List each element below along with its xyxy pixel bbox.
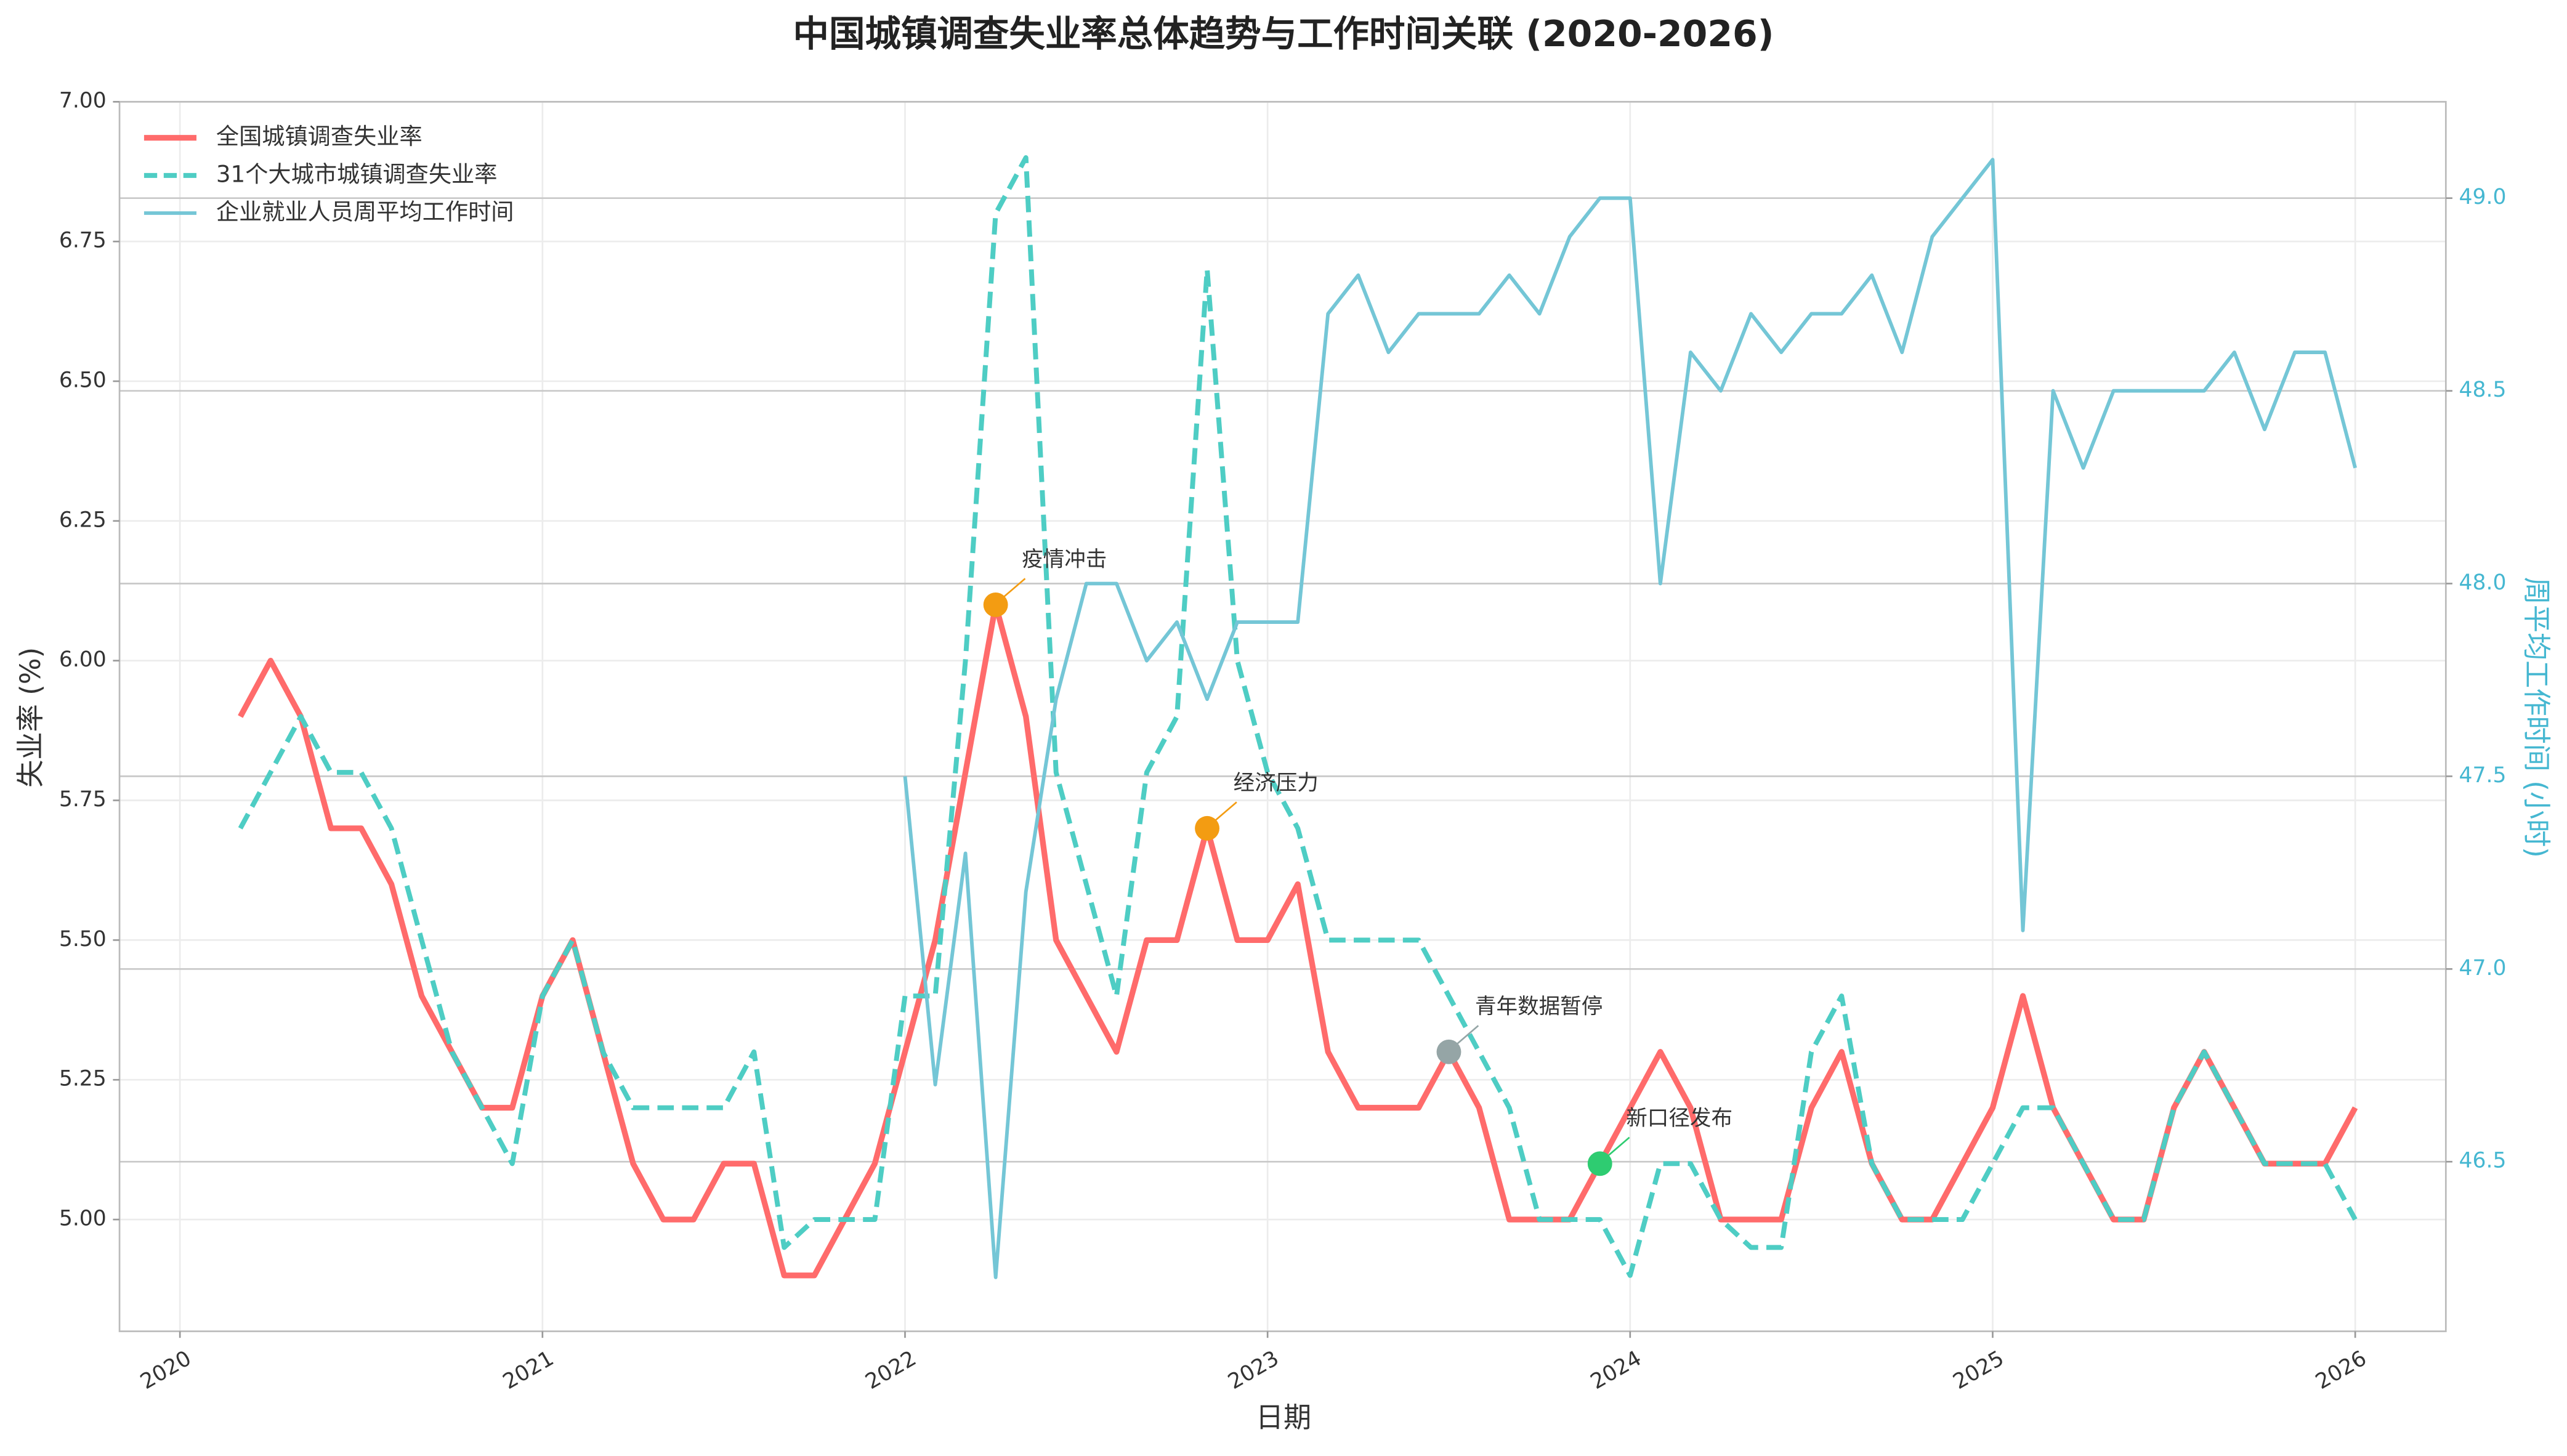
y-tick-label: 5.00 (59, 1207, 107, 1231)
y-tick-label: 5.50 (59, 927, 107, 952)
y-tick-label: 6.50 (59, 368, 107, 392)
y-tick-label: 6.25 (59, 508, 107, 532)
y2-tick-label: 48.5 (2459, 378, 2507, 402)
legend-label: 企业就业人员周平均工作时间 (216, 198, 514, 225)
y-tick-label: 7.00 (59, 89, 107, 113)
y-tick-label: 5.75 (59, 787, 107, 812)
chart-title: 中国城镇调查失业率总体趋势与工作时间关联 (2020-2026) (793, 13, 1774, 55)
annotation-arrow (1606, 1136, 1630, 1158)
x-axis-label: 日期 (1256, 1401, 1311, 1434)
annotation-arrow (1455, 1025, 1479, 1046)
series-line (238, 602, 2358, 1279)
y2-axis-label: 周平均工作时间 (小时) (2520, 577, 2553, 858)
annotation-marker (983, 592, 1008, 617)
y-tick-label: 6.75 (59, 229, 107, 253)
annotation-text: 青年数据暂停 (1475, 995, 1603, 1019)
series-line (903, 158, 2357, 1279)
y2-tick-label: 47.0 (2459, 956, 2507, 981)
annotation-text: 新口径发布 (1626, 1106, 1732, 1131)
y2-tick-label: 47.5 (2459, 763, 2507, 788)
annotation-text: 经济压力 (1234, 771, 1319, 796)
annotation-marker (1436, 1039, 1461, 1064)
y2-tick-label: 46.5 (2459, 1149, 2507, 1173)
annotation-text: 疫情冲击 (1022, 548, 1107, 572)
legend-label: 全国城镇调查失业率 (216, 123, 422, 150)
y2-tick-label: 48.0 (2459, 570, 2507, 595)
annotation-marker (1587, 1151, 1612, 1176)
annotation-arrow (1213, 801, 1237, 823)
annotation-marker (1195, 815, 1219, 841)
annotation-arrow (1001, 578, 1026, 599)
y2-tick-label: 49.0 (2459, 185, 2507, 209)
y-tick-label: 6.00 (59, 647, 107, 672)
plot-frame (118, 100, 2447, 1332)
y-axis-label: 失业率 (%) (14, 647, 47, 788)
legend-label: 31个大城市城镇调查失业率 (216, 160, 498, 187)
series-line (238, 155, 2358, 1278)
y-tick-label: 5.25 (59, 1067, 107, 1091)
